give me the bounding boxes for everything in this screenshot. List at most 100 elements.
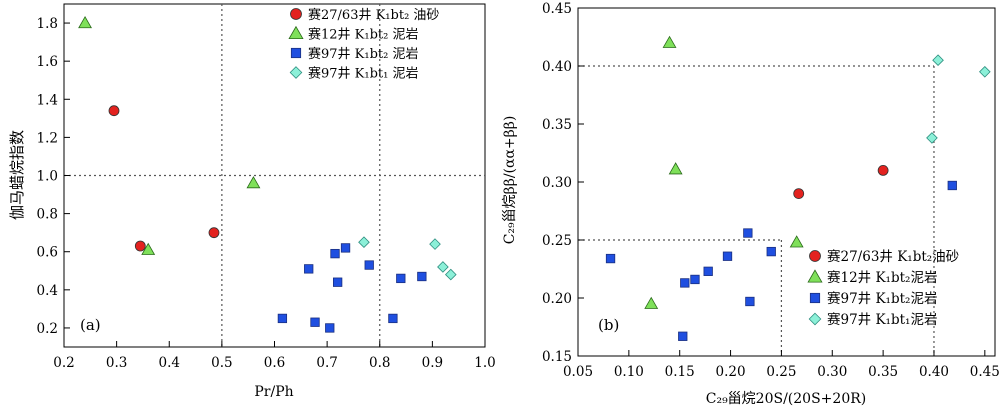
y-tick-label: 1.0: [37, 169, 58, 185]
y-tick-label: 0.20: [542, 291, 572, 307]
data-point-diamond: [979, 65, 991, 78]
y-tick-label: 0.6: [37, 245, 58, 261]
x-tick-label: 0.6: [264, 355, 285, 371]
x-tick-label: 0.20: [716, 364, 746, 380]
legend-item: 赛97井 K₁bt₂泥岩: [809, 291, 937, 307]
panel-b: 0.05 0.10 0.15 0.20 0.25 0.30 0.35 0.40 0.45 0.1…: [502, 1, 1000, 407]
x-tick-label: 0.30: [817, 364, 847, 380]
y-tick-label: 0.45: [542, 1, 572, 17]
legend-marker-diamond: [289, 66, 303, 79]
panel-a-label: (a): [80, 316, 101, 334]
data-point-square: [703, 266, 713, 276]
x-tick-label: 0.15: [665, 364, 695, 380]
panel-b-y-ticks: 0.15 0.20 0.25 0.30 0.35 0.40 0.45: [542, 1, 584, 365]
data-point-triangle: [246, 176, 261, 189]
data-point-square: [417, 271, 427, 282]
panel-a-reference-lines: [64, 4, 485, 347]
x-tick-label: 0.9: [422, 355, 443, 371]
y-tick-label: 1.4: [37, 92, 58, 108]
data-point-circle: [793, 188, 805, 200]
x-tick-label: 0.40: [919, 364, 949, 380]
legend-item: 赛12井 K₁bt₂ 泥岩: [288, 25, 419, 43]
legend-marker-circle: [809, 250, 821, 262]
legend-label: 赛97井 K₁bt₂泥岩: [827, 291, 937, 307]
data-point-circle: [134, 240, 146, 252]
data-point-square: [722, 251, 733, 261]
panel-b-points: [605, 35, 991, 341]
legend-label: 赛97井 K₁bt₁ 泥岩: [308, 66, 419, 82]
data-point-square: [325, 323, 335, 333]
data-point-circle: [208, 227, 220, 239]
data-point-square: [766, 246, 776, 257]
panel-a-points: [78, 15, 457, 333]
data-point-diamond: [358, 236, 370, 249]
data-point-square: [396, 273, 406, 284]
legend-marker-square: [290, 47, 302, 59]
legend-item: 赛27/63井 K₁bt₂油砂: [809, 249, 959, 265]
x-tick-label: 0.25: [766, 364, 796, 380]
data-point-square: [605, 253, 616, 264]
panel-b-label: (b): [598, 316, 619, 334]
data-point-square: [364, 260, 374, 270]
panel-b-x-label: C₂₉甾烷20S/(20S+20R): [706, 391, 866, 407]
legend-marker-square: [809, 292, 821, 304]
data-point-square: [745, 296, 755, 307]
x-tick-label: 0.8: [369, 355, 390, 371]
y-tick-label: 0.15: [542, 349, 572, 365]
y-tick-label: 1.6: [37, 54, 58, 70]
panel-b-reference-lines: [578, 65, 935, 356]
legend-marker-circle: [290, 8, 302, 20]
data-point-square: [330, 248, 340, 259]
data-point-square: [304, 264, 314, 274]
legend-item: 赛97井 K₁bt₁泥岩: [808, 312, 937, 328]
data-point-triangle: [78, 15, 92, 29]
legend-marker-triangle: [288, 25, 304, 40]
data-point-square: [947, 180, 957, 191]
data-point-circle: [108, 105, 120, 117]
data-point-triangle: [668, 162, 683, 175]
legend-item: 赛97井 K₁bt₂ 泥岩: [290, 46, 419, 62]
data-point-square: [340, 243, 351, 253]
x-tick-label: 1.0: [474, 355, 495, 371]
data-point-square: [680, 278, 690, 288]
data-point-diamond: [926, 132, 938, 144]
legend-item: 赛12井 K₁bt₂泥岩: [807, 269, 937, 286]
panel-b-y-label: C₂₉甾烷ββ/(αα+ββ): [502, 116, 518, 245]
data-point-diamond: [429, 238, 441, 250]
x-tick-label: 0.4: [159, 355, 180, 371]
x-tick-label: 0.2: [53, 355, 74, 371]
x-tick-label: 0.10: [614, 364, 644, 380]
x-tick-label: 0.3: [106, 355, 127, 371]
legend-label: 赛97井 K₁bt₂ 泥岩: [308, 46, 419, 62]
data-point-square: [690, 274, 700, 285]
panel-a-x-ticks: 0.2 0.3 0.4 0.5 0.6 0.7 0.8 0.9 1.0: [53, 341, 496, 371]
y-tick-label: 0.25: [542, 233, 572, 249]
data-point-square: [678, 331, 688, 341]
y-tick-label: 0.35: [542, 117, 572, 133]
data-point-triangle: [141, 242, 156, 255]
x-tick-label: 0.35: [868, 364, 898, 380]
x-tick-label: 0.7: [316, 355, 337, 371]
panel-a-y-ticks: 0.2 0.4 0.6 0.8 1.0 1.2 1.4 1.6 1.8: [37, 16, 70, 337]
y-tick-label: 0.40: [542, 59, 572, 75]
y-tick-label: 0.8: [37, 207, 58, 223]
y-tick-label: 0.30: [542, 175, 572, 191]
legend-label: 赛27/63井 K₁bt₂ 油砂: [308, 7, 439, 23]
data-point-triangle: [662, 35, 677, 48]
y-tick-label: 0.4: [37, 283, 58, 299]
data-point-triangle: [789, 235, 804, 248]
legend-label: 赛97井 K₁bt₁泥岩: [827, 312, 937, 328]
legend-label: 赛27/63井 K₁bt₂油砂: [827, 249, 959, 265]
y-tick-label: 1.2: [37, 130, 58, 146]
data-point-circle: [877, 164, 889, 176]
data-point-square: [743, 228, 753, 238]
data-point-square: [310, 317, 320, 327]
y-tick-label: 0.2: [37, 321, 58, 337]
legend-label: 赛12井 K₁bt₂ 泥岩: [308, 27, 419, 43]
data-point-diamond: [444, 268, 457, 281]
x-tick-label: 0.45: [970, 364, 1000, 380]
